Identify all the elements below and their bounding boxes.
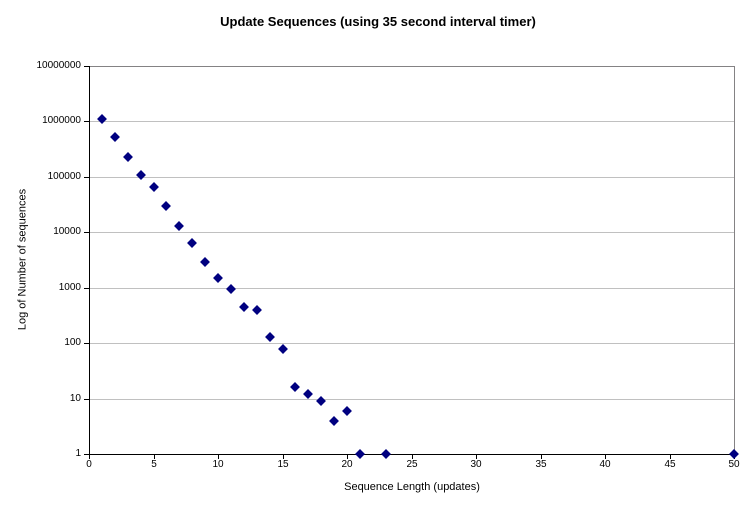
x-axis-tick xyxy=(347,455,348,459)
data-point-marker xyxy=(161,200,172,211)
x-axis-tick-label: 35 xyxy=(535,459,547,470)
y-gridline xyxy=(90,177,734,178)
y-axis-tick-label: 10000000 xyxy=(36,60,82,71)
y-gridline xyxy=(90,288,734,289)
y-axis-tick-label: 1 xyxy=(75,448,81,459)
y-axis-tick xyxy=(84,399,89,400)
plot-border-right xyxy=(734,66,735,455)
data-point-marker xyxy=(264,331,275,342)
x-axis-tick xyxy=(412,455,413,459)
x-axis-tick xyxy=(541,455,542,459)
x-axis-tick xyxy=(670,455,671,459)
x-axis-tick xyxy=(89,455,90,459)
data-point-marker xyxy=(225,283,236,294)
data-point-marker xyxy=(329,415,340,426)
y-axis-tick-label: 10 xyxy=(69,393,81,404)
x-axis-tick-label: 40 xyxy=(599,459,611,470)
data-point-marker xyxy=(109,132,120,143)
data-point-marker xyxy=(187,237,198,248)
data-point-marker xyxy=(238,302,249,313)
data-point-marker xyxy=(122,151,133,162)
data-point-marker xyxy=(277,343,288,354)
y-axis-tick-label: 1000 xyxy=(58,282,81,293)
y-axis-tick-label: 1000000 xyxy=(42,115,81,126)
chart-title: Update Sequences (using 35 second interv… xyxy=(220,14,536,29)
y-axis-tick-label: 100 xyxy=(64,337,81,348)
data-point-marker xyxy=(174,221,185,231)
x-axis-tick-label: 15 xyxy=(277,459,289,470)
plot-border-top xyxy=(89,66,735,67)
data-point-marker xyxy=(290,382,301,393)
x-axis-tick xyxy=(154,455,155,459)
data-point-marker xyxy=(148,182,159,193)
data-point-marker xyxy=(251,304,262,315)
x-axis-tick xyxy=(218,455,219,459)
y-axis-tick-label: 10000 xyxy=(53,226,81,237)
x-axis-tick-label: 50 xyxy=(728,459,740,470)
x-axis-title: Sequence Length (updates) xyxy=(344,481,480,493)
x-axis-tick-label: 5 xyxy=(151,459,157,470)
y-gridline xyxy=(90,399,734,400)
data-point-marker xyxy=(303,389,314,400)
y-axis-title: Log of Number of sequences xyxy=(16,188,29,331)
x-axis-line xyxy=(89,454,735,455)
data-point-marker xyxy=(213,273,223,283)
y-axis-tick xyxy=(84,66,89,67)
data-point-marker xyxy=(135,169,146,180)
y-gridline xyxy=(90,232,734,233)
data-point-marker xyxy=(342,405,352,416)
y-axis-tick xyxy=(84,288,89,289)
y-gridline xyxy=(90,121,734,122)
data-point-marker xyxy=(96,114,107,125)
y-axis-tick xyxy=(84,177,89,178)
y-axis-tick xyxy=(84,232,89,233)
x-axis-tick-label: 45 xyxy=(664,459,676,470)
x-axis-tick xyxy=(476,455,477,459)
data-point-marker xyxy=(380,449,391,459)
x-axis-tick xyxy=(283,455,284,459)
x-axis-tick xyxy=(605,455,606,459)
x-axis-tick-label: 0 xyxy=(86,459,92,470)
y-axis-line xyxy=(89,66,90,455)
data-point-marker xyxy=(729,449,739,459)
y-axis-tick xyxy=(84,454,89,455)
data-point-marker xyxy=(354,449,365,459)
y-axis-tick xyxy=(84,121,89,122)
x-axis-tick-label: 10 xyxy=(212,459,224,470)
x-axis-tick-label: 30 xyxy=(470,459,482,470)
x-axis-tick-label: 25 xyxy=(406,459,418,470)
data-point-marker xyxy=(200,257,211,268)
x-axis-tick-label: 20 xyxy=(341,459,353,470)
data-point-marker xyxy=(316,396,327,407)
y-axis-tick xyxy=(84,343,89,344)
y-axis-tick-label: 100000 xyxy=(47,171,81,182)
y-gridline xyxy=(90,343,734,344)
